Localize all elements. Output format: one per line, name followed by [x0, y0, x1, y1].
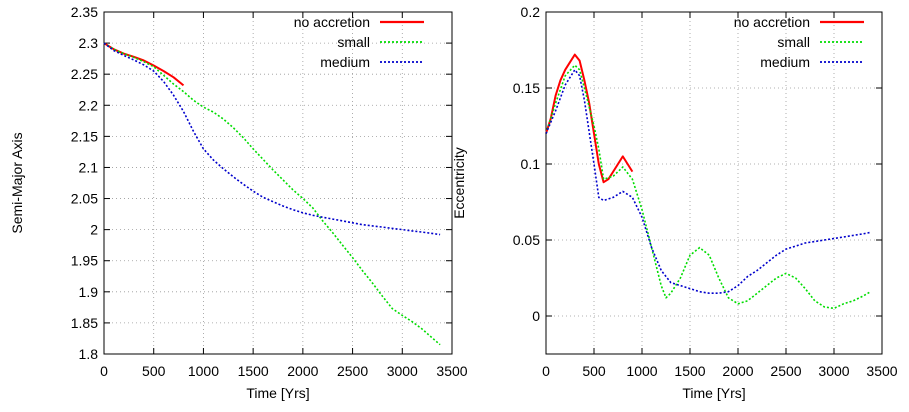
legend-label: no accretion	[294, 14, 370, 30]
x-tick-label: 1500	[674, 363, 705, 379]
x-tick-label: 1000	[188, 363, 219, 379]
series-line-no-accretion	[545, 53, 634, 184]
x-tick-label: 3000	[818, 363, 849, 379]
chart-eccentricity: 0 500 1000 1500 2000 2500 3000 3500 0 0.05 0.1 0.15…	[451, 4, 898, 401]
y-axis-label: Eccentricity	[451, 147, 467, 219]
legend-label: medium	[320, 54, 370, 70]
series-line-small	[103, 42, 441, 346]
legend-label: small	[777, 34, 810, 50]
series-line-small	[545, 64, 871, 310]
x-tick-label: 2000	[287, 363, 318, 379]
y-tick-label: 1.95	[71, 253, 98, 269]
y-axis-label: Semi-Major Axis	[9, 132, 25, 233]
y-tick-label: 2.15	[71, 128, 98, 144]
legend-label: no accretion	[734, 14, 810, 30]
series-line-medium	[545, 69, 871, 295]
x-tick-label: 2500	[337, 363, 368, 379]
x-axis-label: Time [Yrs]	[246, 385, 309, 401]
y-tick-label: 2.05	[71, 191, 98, 207]
chart-semi-major-axis: 0 500 1000 1500 2000 2500 3000 3500 1.8 1.85 1.9 1.…	[9, 4, 468, 401]
x-tick-label: 3000	[387, 363, 418, 379]
y-tick-label: 1.8	[79, 346, 99, 362]
y-tick-label: 2	[90, 222, 98, 238]
plot-frame	[103, 11, 453, 355]
plot-frame	[545, 11, 883, 355]
x-tick-label: 500	[142, 363, 166, 379]
x-tick-label: 1000	[626, 363, 657, 379]
y-tick-label: 0	[532, 308, 540, 324]
y-tick-label: 2.3	[79, 35, 99, 51]
y-tick-label: 2.2	[79, 97, 99, 113]
x-tick-label: 500	[582, 363, 606, 379]
y-tick-label: 0.05	[513, 232, 540, 248]
y-tick-label: 1.85	[71, 315, 98, 331]
legend-label: small	[337, 34, 370, 50]
x-tick-label: 3500	[866, 363, 897, 379]
series-line-medium	[103, 42, 441, 236]
y-tick-label: 0.1	[521, 156, 541, 172]
y-tick-label: 2.25	[71, 66, 98, 82]
x-tick-label: 3500	[436, 363, 467, 379]
y-tick-label: 2.1	[79, 159, 99, 175]
y-tick-label: 0.2	[521, 4, 541, 20]
x-tick-label: 0	[100, 363, 108, 379]
y-tick-label: 0.15	[513, 80, 540, 96]
x-tick-label: 2500	[770, 363, 801, 379]
series-line-no-accretion	[103, 42, 185, 87]
x-tick-label: 1500	[238, 363, 269, 379]
x-tick-label: 2000	[722, 363, 753, 379]
y-tick-label: 1.9	[79, 284, 99, 300]
legend-label: medium	[760, 54, 810, 70]
y-tick-label: 2.35	[71, 4, 98, 20]
x-tick-label: 0	[542, 363, 550, 379]
x-axis-label: Time [Yrs]	[682, 385, 745, 401]
